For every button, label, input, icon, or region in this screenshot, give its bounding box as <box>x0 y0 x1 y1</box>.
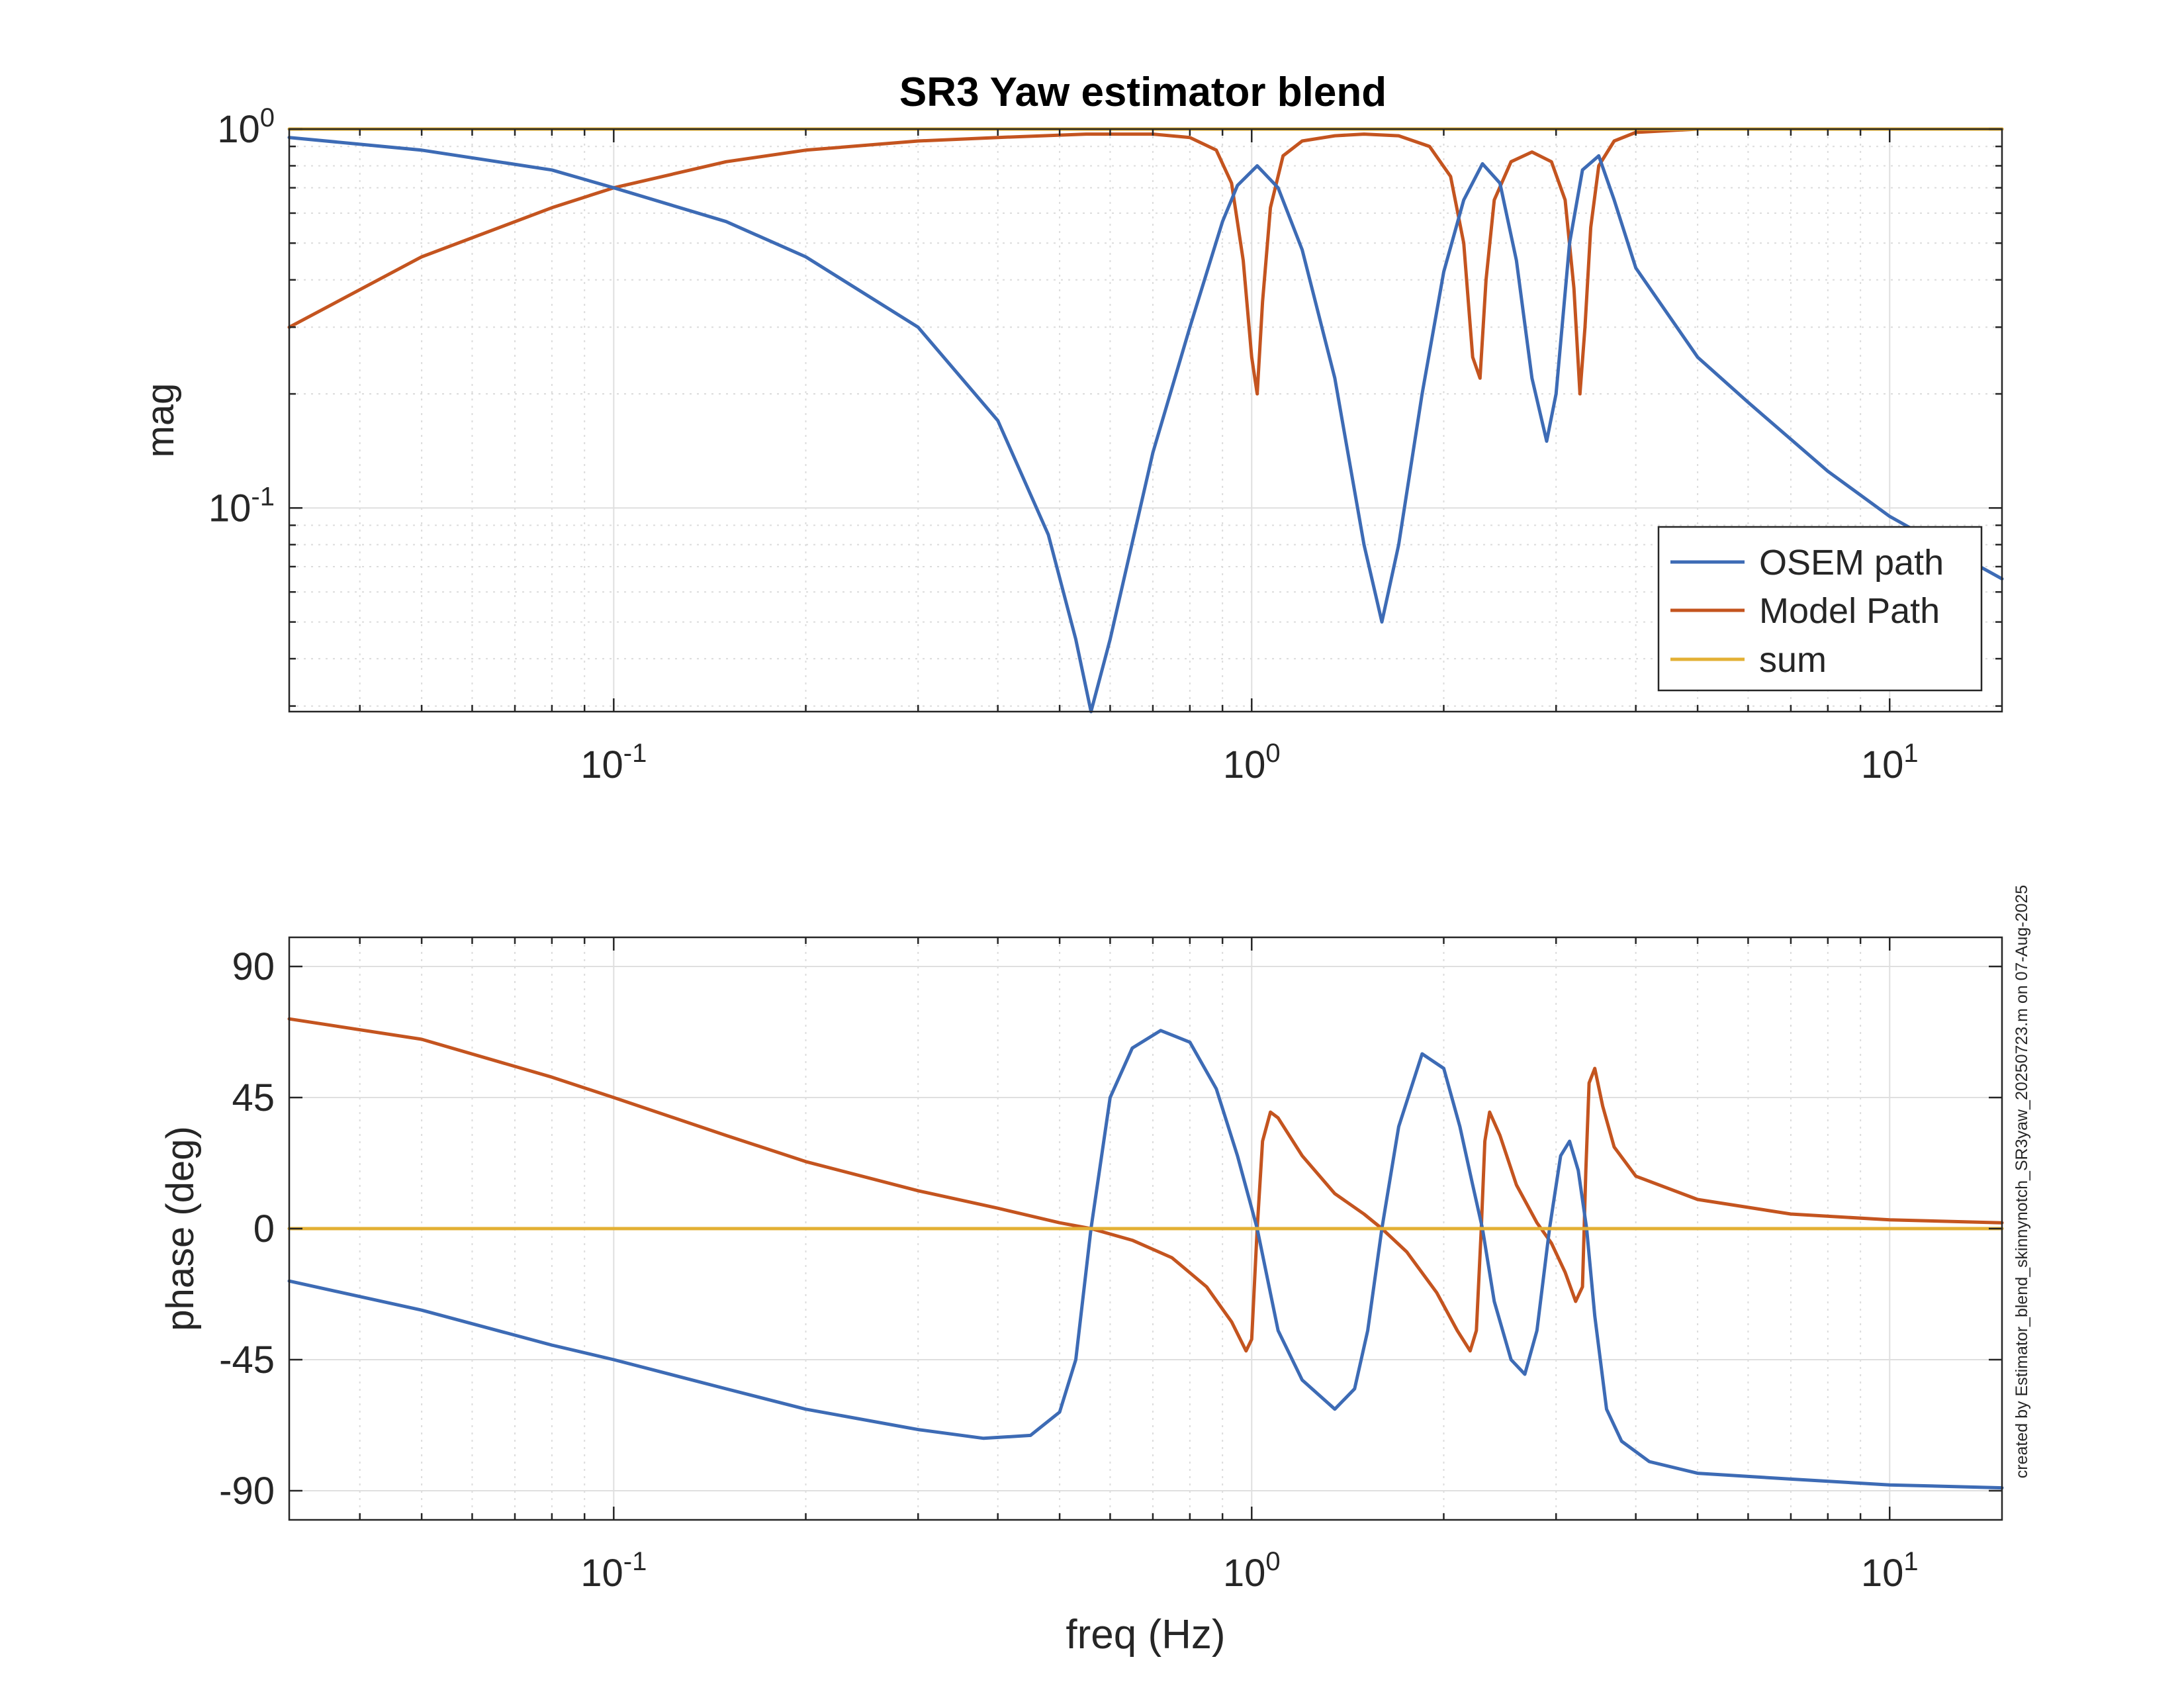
series-model-path-line <box>287 127 2004 396</box>
x-tick-label: 10-1 <box>580 1547 647 1595</box>
y-tick-label: -90 <box>219 1470 275 1513</box>
legend: OSEM path Model Path sum <box>1657 526 1983 692</box>
y-tick-label: 0 <box>253 1207 275 1250</box>
y-tick-label: 10-1 <box>208 482 275 530</box>
y-tick-label: -45 <box>219 1338 275 1382</box>
magnitude-ticks <box>289 128 2002 712</box>
magnitude-axes-box <box>288 128 2003 713</box>
x-tick-label: 100 <box>1223 1547 1281 1595</box>
magnitude-ylabel: mag <box>139 383 182 458</box>
legend-entry-osem: OSEM path <box>1759 543 1944 583</box>
y-tick-label: 45 <box>232 1076 275 1119</box>
y-tick-label: 100 <box>217 103 275 151</box>
legend-entry-model: Model Path <box>1759 591 1940 631</box>
phase-curves <box>287 1017 2004 1490</box>
x-tick-label: 10-1 <box>580 739 647 786</box>
magnitude-axes: 10-1 100 101 10-1 100 mag OSEM path Model Pa… <box>139 103 2004 786</box>
x-tick-label: 101 <box>1861 739 1919 786</box>
series-osem-path-line <box>287 1029 2004 1490</box>
phase-axes: 10-1 100 101 90 45 0 -45 -90 phase (deg) freq (… <box>159 936 2004 1658</box>
legend-entry-sum: sum <box>1759 640 1827 680</box>
phase-ylabel: phase (deg) <box>159 1126 202 1331</box>
magnitude-tick-labels: 10-1 100 101 10-1 100 <box>208 103 1919 786</box>
credit-text: created by Estimator_blend_skinnynotch_S… <box>2013 885 2031 1478</box>
phase-xlabel: freq (Hz) <box>1066 1612 1225 1658</box>
phase-ticks <box>289 937 2002 1520</box>
phase-tick-labels: 10-1 100 101 90 45 0 -45 -90 <box>219 945 1918 1595</box>
y-tick-label: 90 <box>232 945 275 988</box>
series-model-path-line <box>287 1017 2004 1353</box>
x-tick-label: 100 <box>1223 739 1281 786</box>
x-tick-label: 101 <box>1861 1547 1919 1595</box>
series-osem-path-line <box>287 136 2004 714</box>
figure-title: SR3 Yaw estimator blend <box>899 70 1387 115</box>
